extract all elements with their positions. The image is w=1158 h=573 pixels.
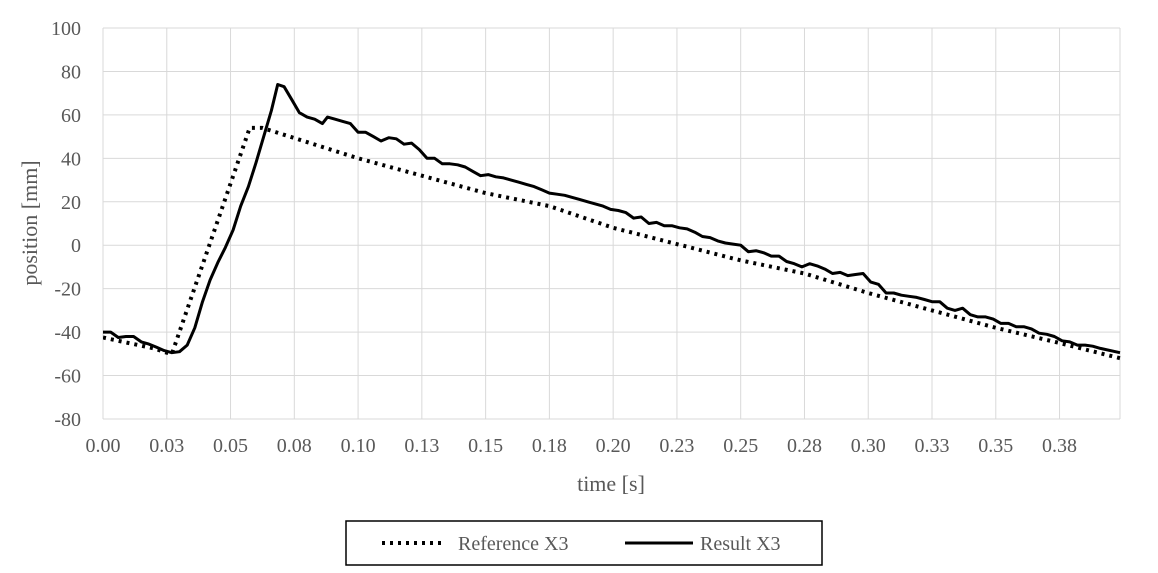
y-tick-label: 40 <box>61 148 81 170</box>
x-tick-label: 0.38 <box>1042 435 1077 457</box>
grid-lines <box>102 27 1121 420</box>
y-tick-label: 0 <box>71 235 81 257</box>
x-tick-label: 0.20 <box>596 435 631 457</box>
x-tick-label: 0.28 <box>787 435 822 457</box>
x-tick-label: 0.35 <box>978 435 1013 457</box>
x-axis-label: time [s] <box>577 471 645 496</box>
y-axis-label: position [mm] <box>17 160 42 285</box>
x-tick-label: 0.08 <box>277 435 312 457</box>
series-line-result <box>103 83 1121 355</box>
x-tick-label: 0.30 <box>851 435 886 457</box>
y-tick-label: -60 <box>54 366 81 388</box>
x-tick-label: 0.00 <box>86 435 121 457</box>
x-tick-label: 0.15 <box>468 435 503 457</box>
y-tick-label: 100 <box>51 18 81 40</box>
legend-label-result: Result X3 <box>700 533 781 555</box>
y-tick-label: -80 <box>54 409 81 431</box>
x-tick-label: 0.25 <box>723 435 758 457</box>
y-tick-labels: -80 -60 -40 -20 0 20 40 60 80 100 <box>51 18 81 431</box>
series-lines <box>103 83 1121 361</box>
x-tick-label: 0.03 <box>149 435 184 457</box>
y-tick-label: -40 <box>54 322 81 344</box>
legend-label-reference: Reference X3 <box>458 533 569 555</box>
y-tick-label: -20 <box>54 279 81 301</box>
x-tick-label: 0.05 <box>213 435 248 457</box>
y-tick-label: 60 <box>61 105 81 127</box>
x-tick-label: 0.10 <box>341 435 376 457</box>
x-tick-label: 0.18 <box>532 435 567 457</box>
x-tick-labels: 0.00 0.03 0.05 0.08 0.10 0.13 0.15 0.18 0.20 0.23… <box>86 435 1078 457</box>
legend: Reference X3 Result X3 <box>345 520 823 566</box>
legend-box <box>345 520 823 566</box>
x-tick-label: 0.13 <box>404 435 439 457</box>
x-tick-label: 0.33 <box>915 435 950 457</box>
x-tick-label: 0.23 <box>659 435 694 457</box>
y-tick-label: 80 <box>61 61 81 83</box>
y-tick-label: 20 <box>61 192 81 214</box>
